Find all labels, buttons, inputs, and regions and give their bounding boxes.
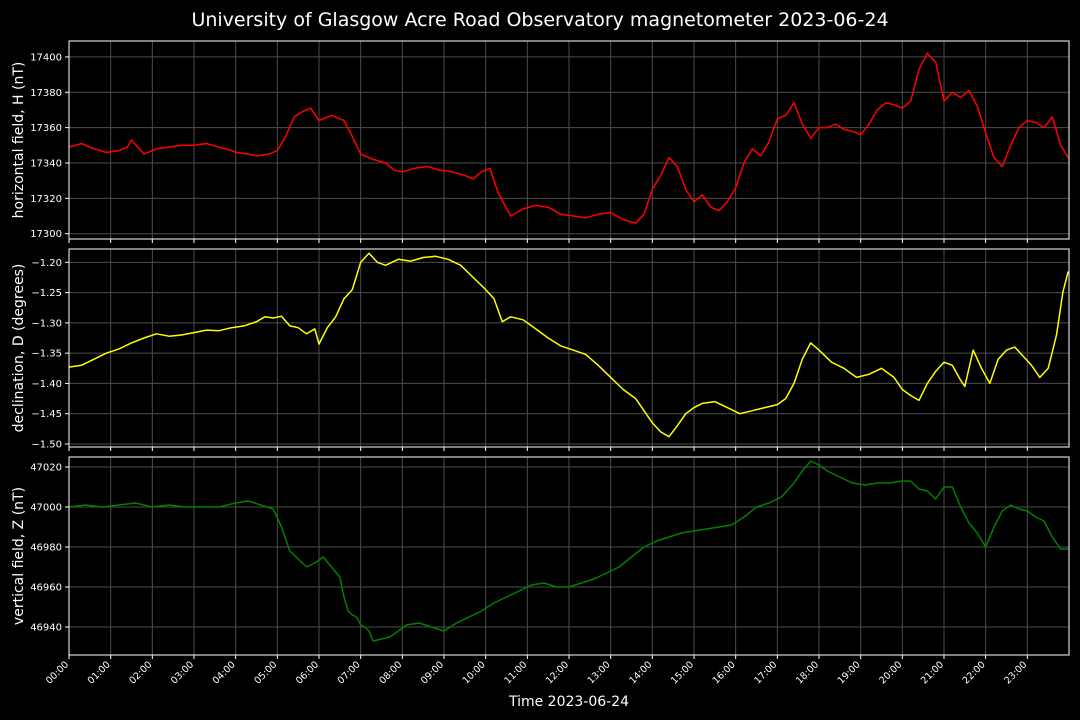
- y-tick-label: 17300: [30, 229, 62, 240]
- y-tick-label: 46960: [30, 583, 62, 594]
- x-tick-label: 19:00: [836, 659, 863, 686]
- series-line: [68, 460, 1069, 642]
- axes-frame: [68, 40, 1070, 240]
- x-tick-label: 02:00: [127, 659, 154, 686]
- x-tick-label: 21:00: [919, 659, 946, 686]
- y-axis-label: vertical field, Z (nT): [11, 487, 27, 625]
- y-tick-label: 17380: [30, 88, 62, 99]
- x-tick-label: 17:00: [752, 659, 779, 686]
- y-axis-label: declination, D (degrees): [11, 264, 27, 433]
- y-tick-label: −1.50: [31, 439, 62, 450]
- x-tick-label: 08:00: [377, 659, 404, 686]
- y-tick-label: −1.20: [31, 258, 62, 269]
- y-tick-label: 46940: [30, 623, 62, 634]
- x-tick-label: 13:00: [586, 659, 613, 686]
- y-tick-label: 17400: [30, 52, 62, 63]
- x-tick-label: 05:00: [252, 659, 279, 686]
- x-tick-label: 07:00: [336, 659, 363, 686]
- x-tick-label: 09:00: [419, 659, 446, 686]
- y-tick-label: −1.45: [31, 409, 62, 420]
- x-tick-label: 00:00: [44, 659, 71, 686]
- x-tick-label: 04:00: [211, 659, 238, 686]
- x-tick-label: 20:00: [877, 659, 904, 686]
- x-tick-label: 10:00: [461, 659, 488, 686]
- x-tick-label: 18:00: [794, 659, 821, 686]
- x-tick-label: 22:00: [961, 659, 988, 686]
- series-line: [68, 252, 1069, 438]
- axes-frame: [68, 248, 1070, 448]
- y-tick-label: −1.35: [31, 349, 62, 360]
- x-tick-label: 16:00: [711, 659, 738, 686]
- x-tick-label: 14:00: [627, 659, 654, 686]
- y-tick-label: 47000: [30, 503, 62, 514]
- axes-frame: [68, 456, 1070, 656]
- series-line: [68, 52, 1069, 224]
- panel-3: 46940 46960 46980 47000 47020 vertical field,…: [11, 456, 1070, 659]
- y-tick-label: 17340: [30, 158, 62, 169]
- panel-1: 17300 17320 17340 17360 17380 17400horizontal…: [11, 40, 1070, 243]
- x-tick-label: 12:00: [544, 659, 571, 686]
- chart-title: University of Glasgow Acre Road Observat…: [191, 9, 889, 31]
- x-tick-label: 15:00: [669, 659, 696, 686]
- x-axis-label: Time 2023-06-24: [508, 694, 629, 710]
- y-tick-label: 46980: [30, 543, 62, 554]
- panel-2: −1.50 −1.45 −1.40 −1.35 −1.30 −1.25 −1.20 decli…: [11, 248, 1070, 451]
- x-tick-label: 01:00: [86, 659, 113, 686]
- y-tick-label: −1.30: [31, 318, 62, 329]
- x-tick-label: 23:00: [1002, 659, 1029, 686]
- y-tick-label: 17360: [30, 123, 62, 134]
- x-tick-label: 03:00: [169, 659, 196, 686]
- y-tick-label: 17320: [30, 194, 62, 205]
- y-tick-label: −1.25: [31, 288, 62, 299]
- y-tick-label: 47020: [30, 463, 62, 474]
- y-axis-label: horizontal field, H (nT): [11, 62, 27, 219]
- x-tick-label: 11:00: [502, 659, 529, 686]
- x-tick-label: 06:00: [294, 659, 321, 686]
- y-tick-label: −1.40: [31, 379, 62, 390]
